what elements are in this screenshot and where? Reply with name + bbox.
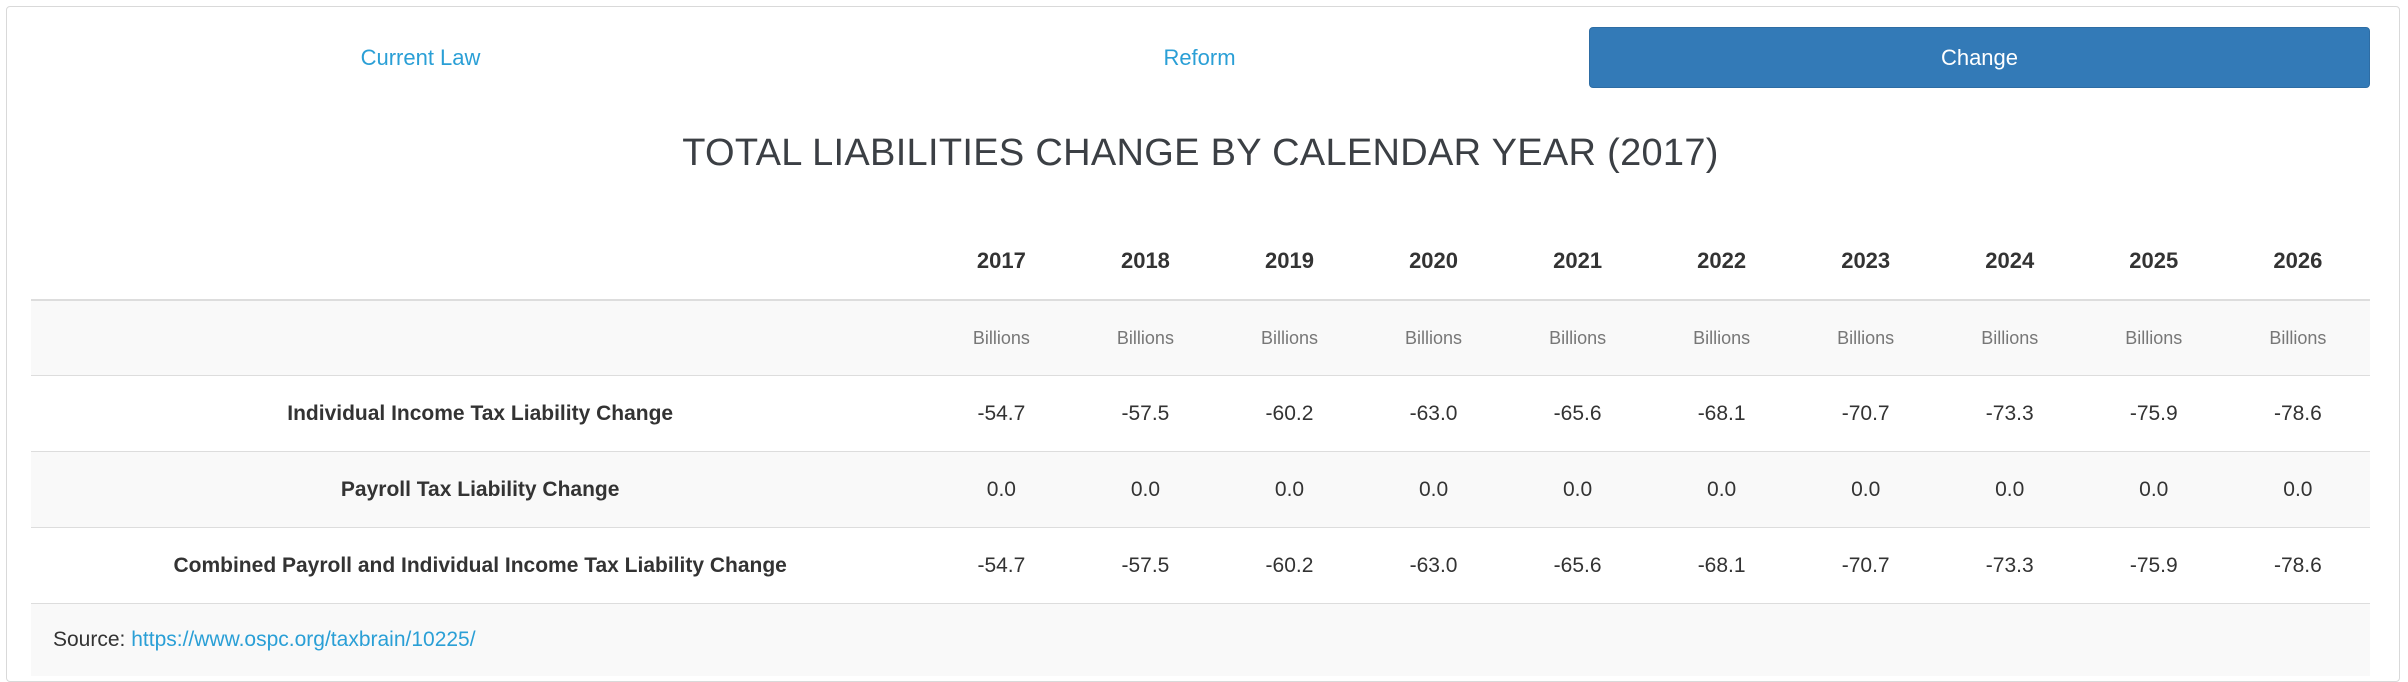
value-cell: 0.0 xyxy=(1649,451,1794,528)
value-cell: -65.6 xyxy=(1505,527,1650,604)
unit-cell: Billions xyxy=(1505,300,1650,376)
year-header: 2024 xyxy=(1937,223,2082,301)
value-cell: -63.0 xyxy=(1361,375,1506,452)
tab-current-law[interactable]: Current Law xyxy=(360,44,481,70)
value-cell: -60.2 xyxy=(1217,375,1362,452)
value-cell: -54.7 xyxy=(929,527,1074,604)
unit-cell: Billions xyxy=(1217,300,1362,376)
year-header: 2026 xyxy=(2225,223,2370,301)
year-header: 2017 xyxy=(929,223,1074,301)
year-header: 2020 xyxy=(1361,223,1506,301)
unit-cell: Billions xyxy=(1073,300,1218,376)
year-header: 2019 xyxy=(1217,223,1362,301)
unit-cell: Billions xyxy=(1793,300,1938,376)
source-row: Source: https://www.ospc.org/taxbrain/10… xyxy=(31,603,2370,676)
value-cell: 0.0 xyxy=(2225,451,2370,528)
value-cell: 0.0 xyxy=(1217,451,1362,528)
value-cell: 0.0 xyxy=(1073,451,1218,528)
year-header: 2022 xyxy=(1649,223,1794,301)
value-cell: 0.0 xyxy=(929,451,1074,528)
tab-change[interactable]: Change xyxy=(1589,27,2370,88)
value-cell: 0.0 xyxy=(1361,451,1506,528)
table-row: Payroll Tax Liability Change 0.0 0.0 0.0… xyxy=(31,451,2370,528)
row-label: Combined Payroll and Individual Income T… xyxy=(31,527,930,604)
value-cell: -60.2 xyxy=(1217,527,1362,604)
value-cell: -54.7 xyxy=(929,375,1074,452)
value-cell: 0.0 xyxy=(1793,451,1938,528)
value-cell: -57.5 xyxy=(1073,375,1218,452)
value-cell: -75.9 xyxy=(2081,527,2226,604)
value-cell: -65.6 xyxy=(1505,375,1650,452)
unit-cell: Billions xyxy=(1937,300,2082,376)
view-tabs: Current Law Reform Change xyxy=(31,27,2370,88)
year-header: 2021 xyxy=(1505,223,1650,301)
row-label: Payroll Tax Liability Change xyxy=(31,451,930,528)
tab-reform[interactable]: Reform xyxy=(1163,44,1236,70)
table-row: Combined Payroll and Individual Income T… xyxy=(31,527,2370,604)
value-cell: -78.6 xyxy=(2225,375,2370,452)
value-cell: -78.6 xyxy=(2225,527,2370,604)
value-cell: -70.7 xyxy=(1793,527,1938,604)
unit-cell: Billions xyxy=(2081,300,2226,376)
unit-cell: Billions xyxy=(1361,300,1506,376)
value-cell: -73.3 xyxy=(1937,375,2082,452)
source-cell: Source: https://www.ospc.org/taxbrain/10… xyxy=(31,603,2370,676)
value-cell: 0.0 xyxy=(2081,451,2226,528)
row-label: Individual Income Tax Liability Change xyxy=(31,375,930,452)
source-link[interactable]: https://www.ospc.org/taxbrain/10225/ xyxy=(131,628,476,651)
value-cell: -57.5 xyxy=(1073,527,1218,604)
source-label: Source: xyxy=(53,628,126,651)
unit-cell: Billions xyxy=(1649,300,1794,376)
unit-cell: Billions xyxy=(2225,300,2370,376)
table-row: Individual Income Tax Liability Change -… xyxy=(31,375,2370,452)
value-cell: -70.7 xyxy=(1793,375,1938,452)
value-cell: -63.0 xyxy=(1361,527,1506,604)
unit-cell: Billions xyxy=(929,300,1074,376)
year-header-row: 2017 2018 2019 2020 2021 2022 2023 2024 … xyxy=(31,223,2370,301)
value-cell: 0.0 xyxy=(1937,451,2082,528)
value-cell: -68.1 xyxy=(1649,375,1794,452)
value-cell: -68.1 xyxy=(1649,527,1794,604)
value-cell: -75.9 xyxy=(2081,375,2226,452)
label-column-header xyxy=(31,223,930,301)
table-title: TOTAL LIABILITIES CHANGE BY CALENDAR YEA… xyxy=(682,132,1719,174)
liabilities-table: 2017 2018 2019 2020 2021 2022 2023 2024 … xyxy=(31,223,2370,676)
units-label-cell xyxy=(31,300,930,376)
value-cell: -73.3 xyxy=(1937,527,2082,604)
year-header: 2023 xyxy=(1793,223,1938,301)
year-header: 2025 xyxy=(2081,223,2226,301)
year-header: 2018 xyxy=(1073,223,1218,301)
value-cell: 0.0 xyxy=(1505,451,1650,528)
units-row: Billions Billions Billions Billions Bill… xyxy=(31,300,2370,376)
